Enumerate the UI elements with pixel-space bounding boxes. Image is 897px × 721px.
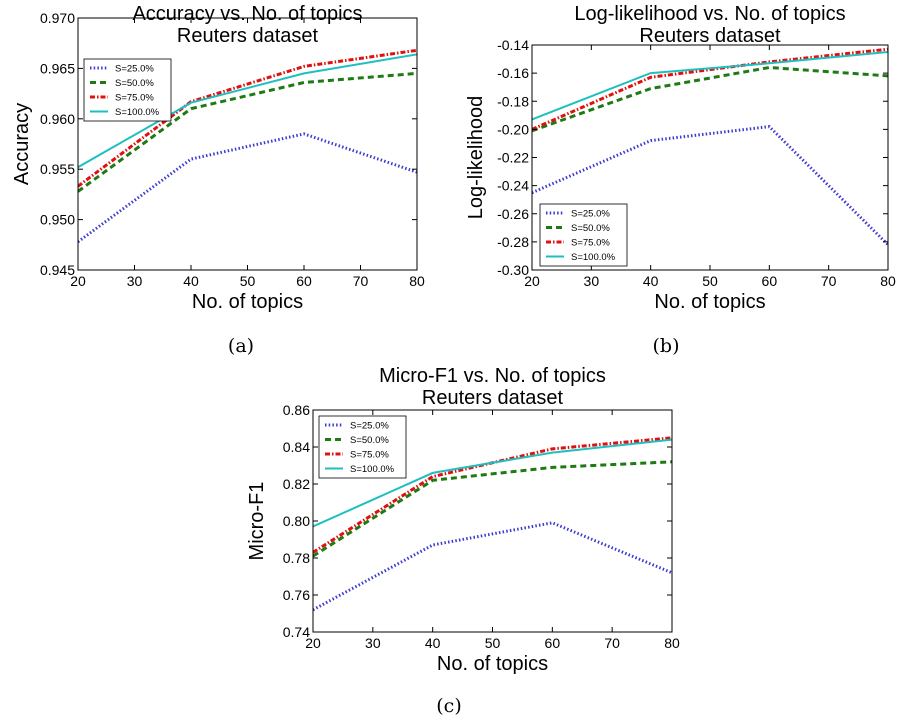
y-tick-label: 0.82: [283, 476, 310, 492]
chart-panel-1: Log-likelihood vs. No. of topicsReuters …: [465, 3, 896, 313]
chart-title: Log-likelihood vs. No. of topics: [574, 3, 845, 25]
x-axis-label: No. of topics: [192, 291, 303, 313]
legend-label-1: S=25.0%: [350, 421, 389, 432]
x-axis-label: No. of topics: [437, 653, 548, 675]
x-tick-label: 50: [702, 273, 718, 289]
x-axis-label: No. of topics: [654, 291, 765, 313]
series-line-4: [78, 53, 417, 169]
x-tick-label: 20: [524, 273, 540, 289]
x-tick-label: 60: [545, 635, 561, 651]
legend-label-3: S=75.0%: [571, 238, 610, 249]
x-tick-label: 60: [762, 273, 778, 289]
x-tick-label: 80: [880, 273, 896, 289]
caption-a: (a): [228, 335, 254, 357]
chart-subtitle: Reuters dataset: [422, 387, 564, 409]
series-line-3: [78, 48, 417, 188]
series-line-1: [78, 132, 417, 244]
y-tick-label: -0.16: [497, 65, 529, 81]
series-line-1: [313, 521, 672, 612]
legend-label-2: S=50.0%: [350, 435, 389, 446]
legend-label-3: S=75.0%: [350, 450, 389, 461]
chart-title: Accuracy vs. No. of topics: [132, 3, 362, 25]
y-axis-label: Log-likelihood: [465, 96, 487, 219]
caption-b: (b): [653, 335, 680, 357]
x-tick-label: 40: [183, 273, 199, 289]
legend: S=25.0% S=50.0% S=75.0% S=100.0%: [539, 203, 628, 267]
y-tick-label: 0.76: [283, 587, 310, 603]
y-tick-label: -0.24: [497, 178, 529, 194]
legend: S=25.0% S=50.0% S=75.0% S=100.0%: [318, 415, 407, 479]
caption-c: (c): [436, 695, 461, 717]
legend-label-4: S=100.0%: [571, 252, 616, 263]
x-tick-label: 70: [821, 273, 837, 289]
x-tick-label: 70: [353, 273, 369, 289]
y-tick-label: -0.14: [497, 37, 529, 53]
y-tick-label: 0.950: [40, 212, 75, 228]
chart-subtitle: Reuters dataset: [177, 25, 319, 47]
y-tick-label: -0.20: [497, 121, 529, 137]
legend-label-4: S=100.0%: [350, 464, 395, 475]
x-tick-label: 20: [305, 635, 321, 651]
axes-frame: [77, 17, 418, 271]
y-tick-label: -0.18: [497, 93, 529, 109]
series-line-1: [532, 125, 888, 246]
y-axis-label: Accuracy: [11, 103, 33, 185]
x-tick-label: 20: [70, 273, 86, 289]
legend-label-2: S=50.0%: [115, 78, 154, 89]
x-tick-label: 30: [127, 273, 143, 289]
y-tick-label: -0.22: [497, 150, 529, 166]
series-line-4: [532, 51, 888, 121]
y-tick-label: -0.28: [497, 234, 529, 250]
legend-label-4: S=100.0%: [115, 107, 160, 118]
series-line-2: [313, 460, 672, 558]
legend: S=25.0% S=50.0% S=75.0% S=100.0%: [83, 58, 172, 122]
legend-label-1: S=25.0%: [115, 64, 154, 75]
y-tick-label: 0.945: [40, 262, 75, 278]
y-tick-label: 0.960: [40, 111, 75, 127]
chart-title: Micro-F1 vs. No. of topics: [379, 365, 606, 387]
series-line-4: [313, 438, 672, 528]
x-tick-label: 50: [485, 635, 501, 651]
chart-subtitle: Reuters dataset: [639, 25, 781, 47]
y-tick-label: 0.965: [40, 60, 75, 76]
x-tick-label: 80: [409, 273, 425, 289]
series-line-3: [532, 47, 888, 131]
y-tick-label: 0.74: [283, 624, 310, 640]
series-line-2: [532, 65, 888, 133]
y-tick-label: 0.970: [40, 10, 75, 26]
y-tick-label: 0.78: [283, 550, 310, 566]
x-tick-label: 40: [425, 635, 441, 651]
y-tick-label: 0.86: [283, 402, 310, 418]
y-axis-label: Micro-F1: [246, 482, 268, 561]
y-tick-label: -0.26: [497, 206, 529, 222]
legend-label-2: S=50.0%: [571, 223, 610, 234]
x-tick-label: 60: [296, 273, 312, 289]
series-line-2: [78, 71, 417, 193]
y-tick-label: -0.30: [497, 262, 529, 278]
x-tick-label: 30: [365, 635, 381, 651]
x-tick-label: 40: [643, 273, 659, 289]
y-tick-label: 0.80: [283, 513, 310, 529]
x-tick-label: 70: [604, 635, 620, 651]
y-tick-label: 0.84: [283, 439, 310, 455]
x-tick-label: 80: [664, 635, 680, 651]
legend-label-3: S=75.0%: [115, 93, 154, 104]
x-tick-label: 30: [584, 273, 600, 289]
legend-label-1: S=25.0%: [571, 209, 610, 220]
y-tick-label: 0.955: [40, 161, 75, 177]
x-tick-label: 50: [240, 273, 256, 289]
